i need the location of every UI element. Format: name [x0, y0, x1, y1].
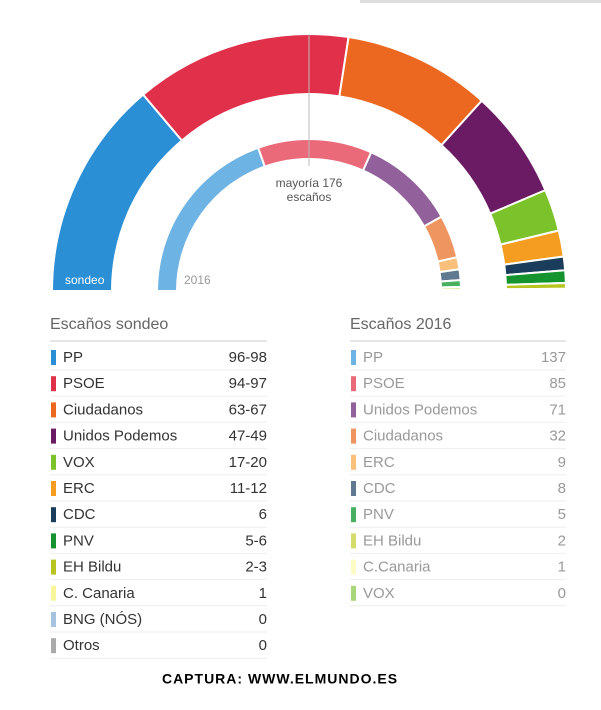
party-name: VOX — [363, 585, 395, 602]
party-seats: 32 — [549, 428, 566, 445]
legend-swatch — [51, 350, 56, 365]
party-seats: 96-98 — [229, 349, 267, 366]
top-bar — [360, 0, 601, 3]
seat-arc — [422, 215, 459, 263]
party-seats: 0 — [259, 611, 267, 628]
legend-swatch — [51, 638, 56, 654]
legend-swatch — [351, 350, 356, 365]
legend-swatch — [51, 454, 56, 470]
party-name: PSOE — [363, 375, 405, 392]
party-name: Ciudadanos — [363, 428, 443, 445]
party-name: BNG (NÓS) — [63, 611, 142, 628]
seat-arc — [361, 151, 443, 228]
seat-arc — [439, 288, 463, 292]
legend-swatch — [351, 454, 356, 470]
legend-swatch — [51, 533, 56, 549]
party-seats: 2 — [558, 532, 566, 549]
party-seats: 0 — [558, 585, 566, 602]
party-name: ERC — [63, 480, 95, 497]
legend-swatch — [351, 533, 356, 549]
party-seats: 85 — [549, 375, 566, 392]
party-name: PNV — [63, 532, 94, 549]
party-name: CDC — [63, 506, 96, 523]
party-seats: 1 — [558, 559, 566, 576]
party-name: PSOE — [63, 375, 105, 392]
party-name: PNV — [363, 506, 394, 523]
party-seats: 8 — [558, 480, 566, 497]
party-seats: 63-67 — [229, 401, 267, 418]
party-name: C. Canaria — [63, 585, 135, 602]
party-seats: 6 — [259, 506, 267, 523]
party-seats: 17-20 — [229, 454, 267, 471]
seat-arc — [504, 287, 568, 292]
seat-arc — [256, 138, 373, 172]
legend-swatch — [351, 559, 356, 575]
party-name: EH Bildu — [63, 559, 121, 576]
party-seats: 9 — [558, 454, 566, 471]
legend-swatch — [51, 507, 56, 523]
legend-swatch — [351, 402, 356, 418]
majority-label: escaños — [287, 190, 332, 204]
party-name: VOX — [63, 454, 95, 471]
footer: CAPTURA: WWW.ELMUNDO.ES — [162, 671, 398, 687]
legend-swatch — [351, 428, 356, 444]
party-seats: 1 — [259, 585, 267, 602]
table-title: Escaños 2016 — [350, 316, 452, 333]
party-name: CDC — [363, 480, 396, 497]
arc-label: sondeo — [65, 273, 105, 287]
party-name: PP — [63, 349, 83, 366]
legend-swatch — [51, 559, 56, 575]
party-seats: 11-12 — [230, 480, 267, 497]
legend-swatch — [51, 585, 56, 601]
party-name: Ciudadanos — [63, 401, 143, 418]
legend-swatch — [51, 428, 56, 444]
party-name: C.Canaria — [363, 559, 431, 576]
legend-swatch — [51, 612, 56, 627]
party-seats: 5-6 — [245, 532, 267, 549]
legend-swatch — [51, 402, 56, 418]
party-seats: 137 — [541, 349, 566, 366]
party-name: Unidos Podemos — [363, 401, 477, 418]
party-seats: 5 — [558, 506, 566, 523]
legend-swatch — [351, 481, 356, 496]
seat-arc — [141, 33, 350, 142]
arc-label: 2016 — [184, 273, 211, 287]
party-seats: 94-97 — [229, 375, 267, 392]
party-seats: 71 — [549, 401, 566, 418]
legend-swatch — [51, 376, 56, 392]
party-name: ERC — [363, 454, 395, 471]
party-name: Otros — [63, 637, 100, 654]
party-name: PP — [363, 349, 383, 366]
party-seats: 47-49 — [229, 428, 267, 445]
party-name: Unidos Podemos — [63, 428, 177, 445]
table-title: Escaños sondeo — [50, 316, 168, 333]
party-name: EH Bildu — [363, 532, 421, 549]
party-seats: 2-3 — [245, 559, 267, 576]
legend-swatch — [351, 507, 356, 523]
party-seats: 0 — [259, 637, 267, 654]
legend-swatch — [51, 481, 56, 496]
seat-arc — [155, 146, 267, 292]
legend-swatch — [351, 585, 356, 601]
majority-label: mayoría 176 — [276, 176, 343, 190]
legend-swatch — [351, 376, 356, 392]
